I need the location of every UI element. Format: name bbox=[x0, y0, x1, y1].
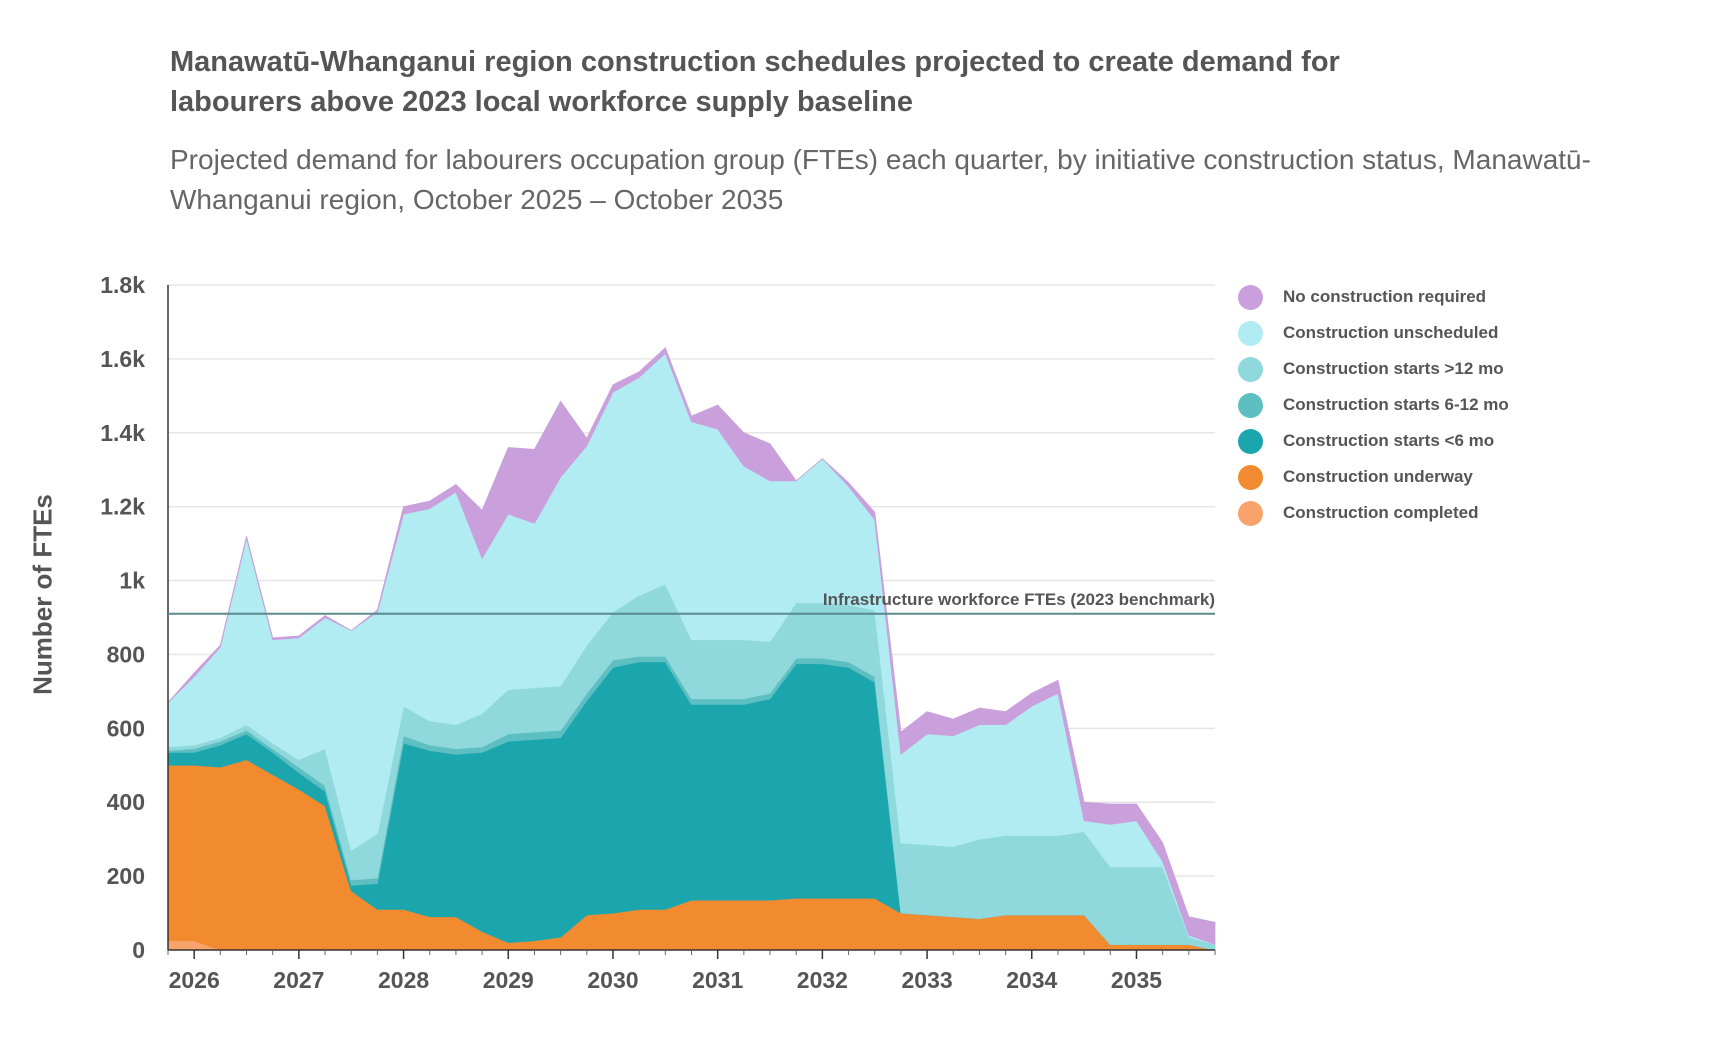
y-tick-label: 1.4k bbox=[100, 420, 145, 446]
legend-item: Construction unscheduled bbox=[1238, 315, 1509, 351]
y-tick-label: 1.6k bbox=[100, 346, 145, 372]
legend-label: Construction starts <6 mo bbox=[1283, 431, 1495, 450]
legend-item: Construction completed bbox=[1238, 495, 1509, 531]
x-tick-label: 2029 bbox=[483, 967, 534, 993]
y-tick-label: 1.8k bbox=[100, 272, 145, 298]
y-tick-label: 0 bbox=[132, 937, 145, 963]
legend-item: Construction starts <6 mo bbox=[1238, 423, 1509, 459]
legend-swatch bbox=[1238, 320, 1263, 346]
x-tick-label: 2032 bbox=[797, 967, 848, 993]
x-tick-label: 2033 bbox=[901, 967, 952, 993]
x-tick-label: 2026 bbox=[169, 967, 220, 993]
legend-label: Construction starts 6-12 mo bbox=[1283, 395, 1509, 414]
legend-item: No construction required bbox=[1238, 279, 1509, 315]
legend-label: Construction underway bbox=[1283, 467, 1473, 486]
x-tick-label: 2027 bbox=[273, 967, 324, 993]
y-tick-label: 400 bbox=[107, 789, 145, 815]
legend-swatch bbox=[1238, 500, 1263, 526]
x-tick-label: 2035 bbox=[1111, 967, 1162, 993]
tick-labels: 0 200 400 600 800 1k 1.2k 1.4k 1.6k 1.8k 2026 2027 2… bbox=[100, 272, 1162, 993]
legend-swatch bbox=[1238, 428, 1263, 454]
area-no-construction-required bbox=[167, 347, 1216, 946]
benchmark: Infrastructure workforce FTEs (2023 benc… bbox=[168, 590, 1215, 615]
legend-swatch bbox=[1238, 464, 1263, 490]
legend-swatch bbox=[1238, 392, 1263, 418]
chart-subtitle: Projected demand for labourers occupatio… bbox=[170, 144, 1591, 215]
x-tick-label: 2031 bbox=[692, 967, 743, 993]
axes bbox=[167, 285, 1216, 959]
legend-item: Construction starts >12 mo bbox=[1238, 351, 1509, 387]
x-tick-label: 2034 bbox=[1006, 967, 1057, 993]
legend: No construction required Construction uns… bbox=[1238, 279, 1509, 531]
x-tick-label: 2028 bbox=[378, 967, 429, 993]
legend-label: No construction required bbox=[1283, 287, 1487, 306]
legend-label: Construction completed bbox=[1283, 503, 1479, 522]
legend-item: Construction underway bbox=[1238, 459, 1509, 495]
series-areas bbox=[167, 347, 1216, 951]
y-tick-label: 1.2k bbox=[100, 494, 145, 520]
y-tick-label: 200 bbox=[107, 863, 145, 889]
y-tick-label: 800 bbox=[107, 641, 145, 667]
x-tick-label: 2030 bbox=[587, 967, 638, 993]
y-tick-label: 600 bbox=[107, 715, 145, 741]
legend-swatch bbox=[1238, 284, 1263, 310]
legend-item: Construction starts 6-12 mo bbox=[1238, 387, 1509, 423]
legend-swatch bbox=[1238, 356, 1263, 382]
legend-label: Construction starts >12 mo bbox=[1283, 359, 1504, 378]
legend-label: Construction unscheduled bbox=[1283, 323, 1499, 342]
chart-title: Manawatū-Whanganui region construction s… bbox=[170, 46, 1340, 118]
y-tick-label: 1k bbox=[119, 568, 145, 594]
benchmark-label: Infrastructure workforce FTEs (2023 benc… bbox=[823, 590, 1215, 609]
